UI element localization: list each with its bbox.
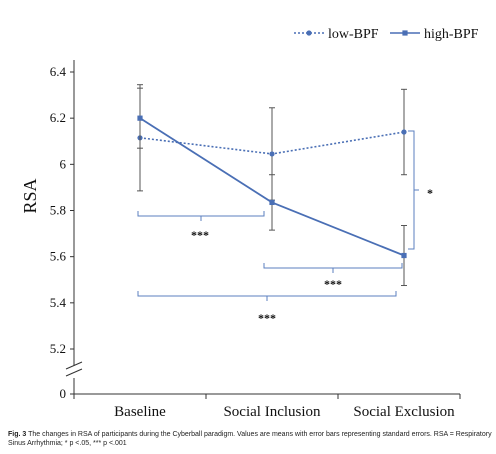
caption-label: Fig. 3 [8,431,27,438]
y-tick-label: 6.2 [50,110,66,125]
data-point-low-BPF [401,129,407,135]
y-tick-label: 6.4 [50,64,67,79]
significance-label: *** [258,311,276,325]
x-category-label: Social Inclusion [223,404,321,420]
data-point-high-BPF [269,199,275,206]
axis-break-mark [65,368,83,377]
legend-label: low-BPF [328,27,379,42]
x-category-label: Social Exclusion [353,404,455,420]
y-tick-label: 5.6 [50,249,67,264]
legend-marker [306,30,312,36]
y-axis-label: RSA [20,178,40,213]
legend-marker [402,30,408,36]
y-tick-label: 5.8 [50,203,66,218]
axis-break-mark [65,361,83,370]
y-tick-label: 0 [60,386,67,401]
y-tick-label: 5.4 [50,295,67,310]
x-category-label: Baseline [114,404,166,420]
y-tick-label: 5.2 [50,341,66,356]
rsa-line-chart: 0 5.2 5.4 5.6 5.8 6 6.2 6.4 RSA Baseline Social In… [20,27,479,420]
data-point-high-BPF [401,252,407,259]
data-point-high-BPF [137,115,143,121]
legend-label: high-BPF [424,27,479,42]
bracket-baseline-exclusion [137,291,397,301]
significance-label: *** [191,228,209,242]
significance-label: *** [324,277,342,291]
bracket-baseline-inclusion [137,211,265,221]
significance-label: * [427,186,433,200]
data-point-low-BPF [269,151,275,157]
figure-caption: Fig. 3 The changes in RSA of participant… [8,430,492,448]
y-tick-label: 6 [60,156,67,171]
bracket-inclusion-exclusion [263,263,403,273]
bracket-groups-exclusion [408,130,419,250]
caption-text: The changes in RSA of participants durin… [8,431,492,447]
